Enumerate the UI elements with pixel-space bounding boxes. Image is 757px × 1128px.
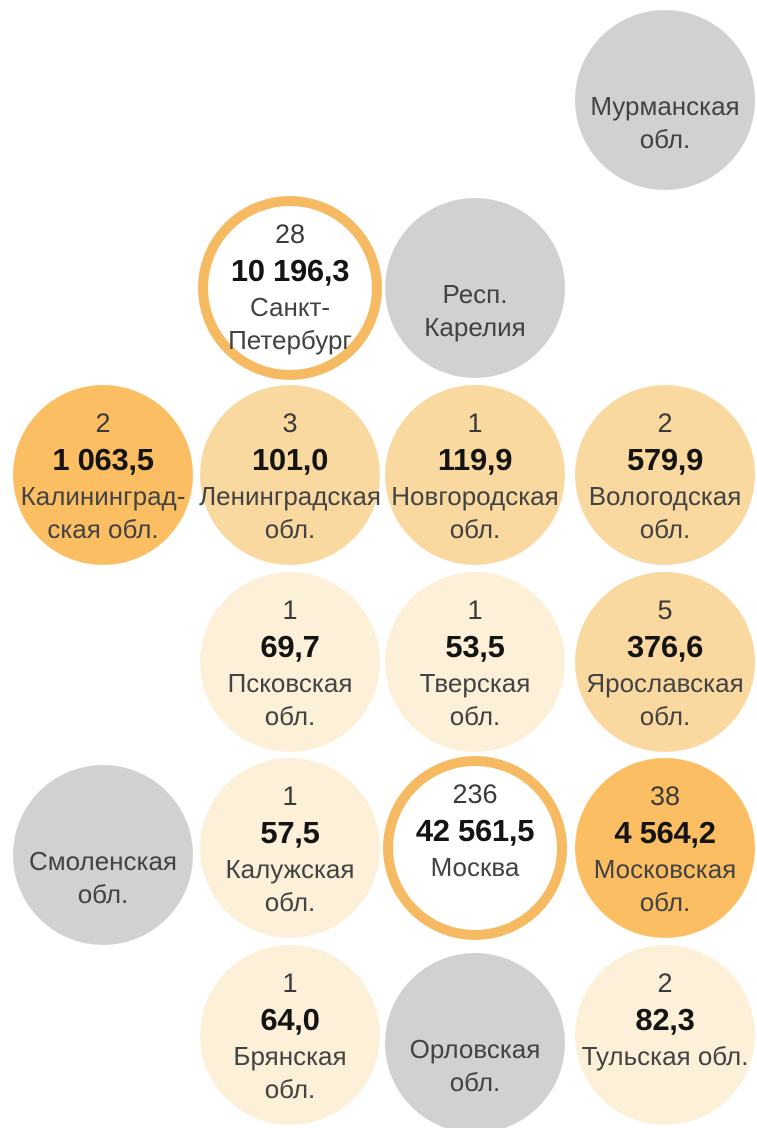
region-tile-content: 236 42 561,5 Москва xyxy=(393,766,557,930)
region-tile-content: 2 82,3 Тульская обл. xyxy=(575,945,755,1125)
region-tile-tver: 1 53,5 Тверская обл. xyxy=(385,572,565,752)
region-value: 69,7 xyxy=(260,629,320,664)
region-name-line: Московская xyxy=(593,854,737,884)
region-tile-content: 38 4 564,2 Московская обл. xyxy=(575,758,755,938)
region-count: 236 xyxy=(452,779,498,809)
region-value: 1 063,5 xyxy=(52,442,154,477)
region-tile-leningrad: 3 101,0 Ленинградская обл. xyxy=(199,385,381,565)
region-tile-content: Орловская обл. xyxy=(385,976,565,1128)
region-tile-content: 1 64,0 Брянская обл. xyxy=(200,945,380,1125)
region-value: 64,0 xyxy=(260,1002,320,1037)
region-name-line: обл. xyxy=(449,1067,501,1097)
region-value: 101,0 xyxy=(251,442,329,477)
region-name-line: Ленинградская xyxy=(199,481,381,511)
region-name-line: обл. xyxy=(77,879,129,909)
region-name-line: обл. xyxy=(264,1074,316,1104)
region-name-line: обл. xyxy=(639,514,691,544)
region-tile-content: 3 101,0 Ленинградская обл. xyxy=(199,385,381,565)
region-tile-content: 2 1 063,5 Калининград-ская обл. xyxy=(13,385,193,565)
region-name-line: ская обл. xyxy=(47,514,159,544)
region-value: 376,6 xyxy=(626,629,704,664)
region-tile-content: 2 579,9 Вологодская обл. xyxy=(575,385,755,565)
region-name-line: Санкт- xyxy=(249,292,331,322)
region-name-line: обл. xyxy=(639,701,691,731)
region-tile-pskov: 1 69,7 Псковская обл. xyxy=(200,572,380,752)
region-value: 53,5 xyxy=(445,629,505,664)
region-name-line: Карелия xyxy=(424,312,526,342)
region-tile-content: Смоленская обл. xyxy=(13,788,193,968)
region-tile-content: Респ. Карелия xyxy=(385,221,565,401)
region-tile-smolensk: Смоленская обл. xyxy=(13,765,193,945)
region-value: 57,5 xyxy=(260,815,320,850)
region-tile-novgorod: 1 119,9 Новгородская обл. xyxy=(385,385,565,565)
region-name-line: обл. xyxy=(264,514,316,544)
region-name-line: обл. xyxy=(639,124,691,154)
region-name-line: Мурманская xyxy=(590,91,740,121)
region-value: 42 561,5 xyxy=(415,813,535,848)
region-tile-moscow: 236 42 561,5 Москва xyxy=(383,756,567,940)
region-count: 5 xyxy=(657,595,673,625)
region-name-line: Ярославская xyxy=(586,668,744,698)
region-tile-content: 28 10 196,3 Санкт- Петербург xyxy=(208,206,372,370)
region-tile-content: 1 57,5 Калужская обл. xyxy=(200,758,380,938)
region-tile-spb: 28 10 196,3 Санкт- Петербург xyxy=(198,196,382,380)
region-tile-bryansk: 1 64,0 Брянская обл. xyxy=(200,945,380,1125)
region-tile-vologda: 2 579,9 Вологодская обл. xyxy=(575,385,755,565)
region-name-line: Москва xyxy=(430,852,520,882)
region-count: 1 xyxy=(282,781,298,811)
region-tile-tula: 2 82,3 Тульская обл. xyxy=(575,945,755,1125)
region-name-line: обл. xyxy=(264,701,316,731)
region-count: 2 xyxy=(657,408,673,438)
region-tile-content: 1 119,9 Новгородская обл. xyxy=(385,385,565,565)
region-name-line: Смоленская xyxy=(28,846,177,876)
region-name-line: Калужская xyxy=(225,854,355,884)
region-name-line: обл. xyxy=(449,701,501,731)
region-tile-moscow-obl: 38 4 564,2 Московская обл. xyxy=(575,758,755,938)
region-count: 2 xyxy=(95,408,111,438)
region-count: 1 xyxy=(282,595,298,625)
region-value: 119,9 xyxy=(437,442,513,477)
region-tile-karelia: Респ. Карелия xyxy=(385,198,565,378)
region-tile-content: 1 69,7 Псковская обл. xyxy=(200,572,380,752)
region-name-line: Вологодская xyxy=(588,481,742,511)
region-count: 2 xyxy=(657,968,673,998)
region-name-line: Калининград- xyxy=(20,481,186,511)
region-tile-orel: Орловская обл. xyxy=(385,953,565,1128)
region-count: 1 xyxy=(282,968,298,998)
region-name-line: обл. xyxy=(639,887,691,917)
region-name-line: Псковская xyxy=(227,668,353,698)
region-tile-content: 1 53,5 Тверская обл. xyxy=(385,572,565,752)
region-value: 4 564,2 xyxy=(614,815,716,850)
region-name-line: Тульская обл. xyxy=(581,1041,749,1071)
region-value: 82,3 xyxy=(635,1002,695,1037)
region-count: 1 xyxy=(467,408,483,438)
region-name-line: Новгородская xyxy=(391,481,559,511)
region-tile-content: 5 376,6 Ярославская обл. xyxy=(575,572,755,752)
region-value: 579,9 xyxy=(626,442,704,477)
region-count: 3 xyxy=(282,408,298,438)
region-tile-kaliningrad: 2 1 063,5 Калининград-ская обл. xyxy=(13,385,193,565)
region-name-line: Орловская xyxy=(409,1034,541,1064)
region-value: 10 196,3 xyxy=(230,253,350,288)
region-tile-yaroslavl: 5 376,6 Ярославская обл. xyxy=(575,572,755,752)
region-name-line: обл. xyxy=(449,514,501,544)
region-count: 38 xyxy=(649,781,681,811)
region-tile-kaluga: 1 57,5 Калужская обл. xyxy=(200,758,380,938)
region-tile-content: Мурманская обл. xyxy=(575,33,755,213)
region-count: 28 xyxy=(274,219,306,249)
region-tile-murmansk: Мурманская обл. xyxy=(575,10,755,190)
region-name-line: Респ. xyxy=(442,279,508,309)
region-name-line: Тверская xyxy=(419,668,531,698)
region-name-line: Брянская xyxy=(233,1041,347,1071)
region-name-line: Петербург xyxy=(228,325,352,355)
region-name-line: обл. xyxy=(264,887,316,917)
region-count: 1 xyxy=(467,595,483,625)
